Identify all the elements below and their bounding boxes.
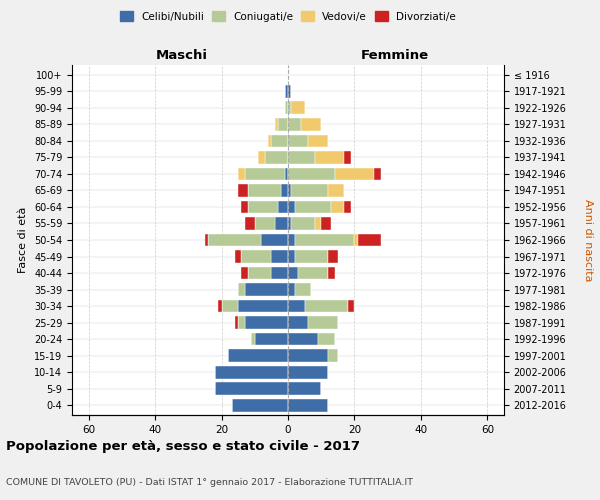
Bar <box>328 184 344 197</box>
Bar <box>292 184 328 197</box>
Bar <box>288 151 314 164</box>
Bar <box>295 234 355 246</box>
Bar <box>328 266 335 280</box>
Bar <box>314 217 321 230</box>
Bar <box>288 234 295 246</box>
Bar <box>288 102 292 114</box>
Bar <box>308 134 328 147</box>
Bar <box>245 217 255 230</box>
Bar <box>248 200 278 213</box>
Bar <box>288 332 318 345</box>
Bar <box>235 316 238 329</box>
Bar <box>288 168 335 180</box>
Bar <box>292 217 314 230</box>
Bar <box>288 85 292 98</box>
Bar <box>288 349 328 362</box>
Bar <box>241 200 248 213</box>
Bar <box>314 151 344 164</box>
Bar <box>335 168 374 180</box>
Bar <box>245 168 284 180</box>
Bar <box>265 151 288 164</box>
Bar <box>288 266 298 280</box>
Bar <box>262 234 288 246</box>
Bar <box>348 300 355 312</box>
Bar <box>284 168 288 180</box>
Bar <box>271 266 288 280</box>
Bar <box>281 184 288 197</box>
Bar <box>288 382 321 395</box>
Bar <box>295 250 328 263</box>
Bar <box>295 283 311 296</box>
Bar <box>278 200 288 213</box>
Bar <box>288 316 308 329</box>
Bar <box>374 168 381 180</box>
Bar <box>288 398 328 411</box>
Bar <box>288 200 295 213</box>
Bar <box>205 234 208 246</box>
Bar <box>271 134 288 147</box>
Bar <box>271 250 288 263</box>
Bar <box>218 300 221 312</box>
Y-axis label: Fasce di età: Fasce di età <box>19 207 28 273</box>
Bar <box>284 85 288 98</box>
Bar <box>238 300 288 312</box>
Text: Femmine: Femmine <box>360 48 428 62</box>
Bar <box>344 151 351 164</box>
Bar <box>288 184 292 197</box>
Bar <box>288 283 295 296</box>
Bar <box>248 266 271 280</box>
Legend: Celibi/Nubili, Coniugati/e, Vedovi/e, Divorziati/e: Celibi/Nubili, Coniugati/e, Vedovi/e, Di… <box>117 8 459 25</box>
Bar <box>238 283 245 296</box>
Bar <box>251 332 255 345</box>
Bar <box>305 300 348 312</box>
Bar <box>278 118 288 131</box>
Bar <box>288 217 292 230</box>
Bar <box>318 332 335 345</box>
Bar <box>245 316 288 329</box>
Y-axis label: Anni di nascita: Anni di nascita <box>583 198 593 281</box>
Bar <box>295 200 331 213</box>
Bar <box>241 266 248 280</box>
Bar <box>308 316 338 329</box>
Bar <box>284 102 288 114</box>
Bar <box>208 234 262 246</box>
Bar <box>238 316 245 329</box>
Bar <box>288 300 305 312</box>
Bar <box>321 217 331 230</box>
Bar <box>331 200 344 213</box>
Bar <box>288 366 328 378</box>
Bar <box>238 168 245 180</box>
Bar <box>328 349 338 362</box>
Bar <box>255 332 288 345</box>
Bar <box>288 134 308 147</box>
Bar <box>235 250 241 263</box>
Bar <box>275 118 278 131</box>
Bar <box>221 300 238 312</box>
Bar <box>355 234 358 246</box>
Bar <box>301 118 321 131</box>
Bar <box>215 366 288 378</box>
Bar <box>255 217 275 230</box>
Bar <box>238 184 248 197</box>
Bar <box>248 184 281 197</box>
Bar <box>268 134 271 147</box>
Bar <box>215 382 288 395</box>
Bar <box>358 234 381 246</box>
Bar <box>288 118 301 131</box>
Bar <box>344 200 351 213</box>
Bar <box>232 398 288 411</box>
Bar <box>275 217 288 230</box>
Bar <box>288 250 295 263</box>
Bar <box>241 250 271 263</box>
Bar <box>228 349 288 362</box>
Bar <box>258 151 265 164</box>
Bar <box>292 102 305 114</box>
Bar <box>298 266 328 280</box>
Text: COMUNE DI TAVOLETO (PU) - Dati ISTAT 1° gennaio 2017 - Elaborazione TUTTITALIA.I: COMUNE DI TAVOLETO (PU) - Dati ISTAT 1° … <box>6 478 413 487</box>
Text: Maschi: Maschi <box>155 48 208 62</box>
Bar <box>245 283 288 296</box>
Bar <box>328 250 338 263</box>
Text: Popolazione per età, sesso e stato civile - 2017: Popolazione per età, sesso e stato civil… <box>6 440 360 453</box>
